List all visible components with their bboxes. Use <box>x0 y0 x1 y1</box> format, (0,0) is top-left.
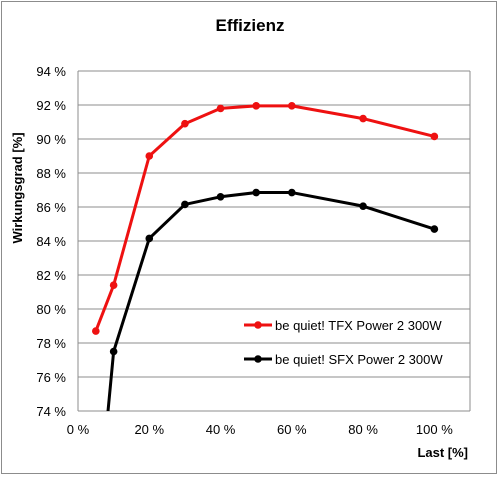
y-tick-label: 74 % <box>36 404 66 419</box>
legend-marker-2 <box>254 355 262 363</box>
data-point <box>430 132 439 141</box>
y-tick-label: 84 % <box>36 234 66 249</box>
series-markers <box>92 102 439 356</box>
y-tick-label: 88 % <box>36 166 66 181</box>
y-tick-label: 78 % <box>36 336 66 351</box>
data-point <box>359 202 367 210</box>
data-point <box>181 119 189 128</box>
series-line-1 <box>94 104 435 332</box>
series-lines <box>94 104 435 411</box>
legend-marker-1 <box>254 321 262 329</box>
data-point <box>145 152 154 160</box>
data-point <box>181 200 189 209</box>
data-point <box>252 102 260 110</box>
y-tick-label: 90 % <box>36 132 66 147</box>
y-tick-label: 94 % <box>36 64 66 79</box>
data-point <box>216 104 225 113</box>
y-tick-label: 82 % <box>36 268 66 283</box>
series-line-2 <box>106 191 435 411</box>
legend-label-1: be quiet! TFX Power 2 300W <box>275 318 442 333</box>
y-tick-label: 80 % <box>36 302 66 317</box>
x-tick-label: 100 % <box>416 422 453 437</box>
data-point <box>288 188 296 197</box>
plot-area <box>77 71 471 411</box>
legend-label-2: be quiet! SFX Power 2 300W <box>275 352 443 367</box>
x-tick-label: 0 % <box>67 422 90 437</box>
data-point <box>216 193 225 201</box>
data-point <box>92 327 100 335</box>
y-tick-label: 86 % <box>36 200 66 215</box>
x-axis-ticks: 0 % 20 % 40 % 60 % 80 % 100 % <box>67 422 453 437</box>
data-point <box>145 234 154 243</box>
x-tick-label: 80 % <box>348 422 378 437</box>
x-axis-label: Last [%] <box>417 445 468 460</box>
data-point <box>288 102 296 110</box>
y-tick-label: 92 % <box>36 98 66 113</box>
chart-title: Effizienz <box>216 16 285 35</box>
x-tick-label: 40 % <box>206 422 236 437</box>
y-tick-label: 76 % <box>36 370 66 385</box>
data-point <box>109 347 118 356</box>
x-tick-label: 60 % <box>277 422 307 437</box>
x-tick-label: 20 % <box>134 422 164 437</box>
data-point <box>359 114 367 123</box>
y-axis-label: Wirkungsgrad [%] <box>10 132 25 243</box>
data-point <box>109 281 118 290</box>
data-point <box>252 188 260 197</box>
y-axis-ticks: 74 % 76 % 78 % 80 % 82 % 84 % 86 % 88 % 90 % 92 %… <box>36 64 66 419</box>
data-point <box>430 225 439 233</box>
legend: be quiet! TFX Power 2 300W be quiet! SFX … <box>244 318 443 367</box>
